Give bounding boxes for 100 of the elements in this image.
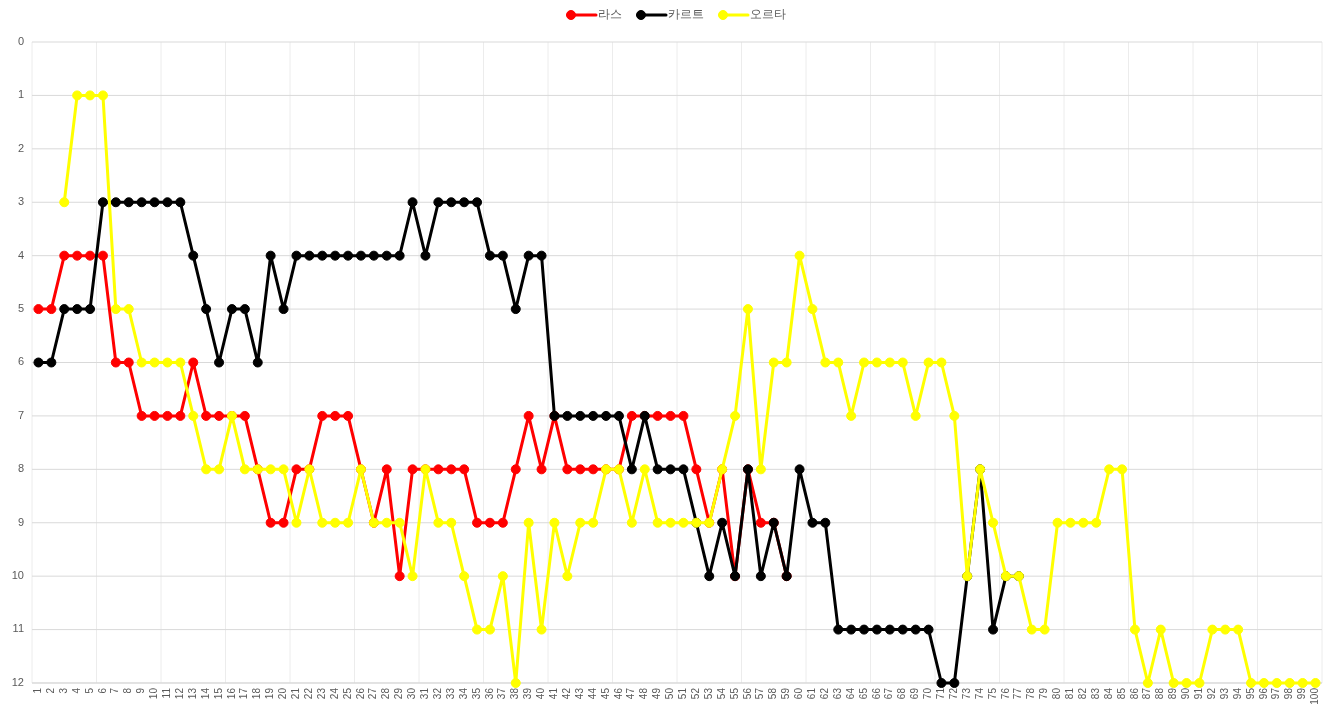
x-tick-label: 67 bbox=[883, 687, 895, 700]
x-tick-label: 28 bbox=[380, 687, 392, 700]
x-tick-label: 12 bbox=[173, 687, 185, 700]
x-tick-label: 39 bbox=[522, 687, 534, 700]
x-tick-label: 85 bbox=[1115, 687, 1127, 700]
x-tick-label: 57 bbox=[754, 687, 766, 700]
x-tick-label: 100 bbox=[1309, 687, 1321, 705]
x-tick-label: 97 bbox=[1270, 687, 1282, 700]
x-tick-label: 37 bbox=[496, 687, 508, 700]
x-tick-label: 71 bbox=[935, 687, 947, 700]
x-tick-label: 58 bbox=[767, 687, 779, 700]
x-tick-label: 99 bbox=[1296, 687, 1308, 700]
x-tick-label: 18 bbox=[251, 687, 263, 700]
x-tick-label: 1 bbox=[32, 687, 44, 694]
x-tick-label: 84 bbox=[1102, 687, 1114, 700]
x-tick-label: 19 bbox=[264, 687, 276, 700]
x-tick-label: 33 bbox=[444, 687, 456, 700]
x-tick-label: 2 bbox=[44, 687, 56, 694]
x-tick-label: 32 bbox=[431, 687, 443, 700]
x-tick-label: 95 bbox=[1244, 687, 1256, 700]
x-tick-label: 83 bbox=[1089, 687, 1101, 700]
legend-label: 카르트 bbox=[668, 7, 704, 22]
x-tick-label: 89 bbox=[1167, 687, 1179, 700]
x-tick-label: 54 bbox=[715, 687, 727, 700]
x-tick-label: 79 bbox=[1038, 687, 1050, 700]
x-tick-label: 24 bbox=[328, 687, 340, 700]
x-tick-label: 36 bbox=[483, 687, 495, 700]
x-tick-label: 93 bbox=[1218, 687, 1230, 700]
x-tick-label: 96 bbox=[1257, 687, 1269, 700]
x-tick-label: 21 bbox=[290, 687, 302, 700]
x-tick-label: 59 bbox=[780, 687, 792, 700]
x-tick-label: 73 bbox=[960, 687, 972, 700]
y-tick-label: 8 bbox=[17, 462, 24, 475]
y-tick-label: 5 bbox=[17, 301, 24, 314]
x-tick-label: 98 bbox=[1283, 687, 1295, 700]
x-tick-label: 40 bbox=[535, 687, 547, 700]
x-tick-label: 34 bbox=[457, 687, 469, 700]
x-tick-label: 52 bbox=[689, 687, 701, 700]
y-tick-label: 0 bbox=[17, 34, 24, 47]
x-tick-label: 31 bbox=[419, 687, 431, 700]
x-tick-label: 46 bbox=[612, 687, 624, 700]
x-tick-label: 25 bbox=[341, 687, 353, 700]
x-tick-label: 22 bbox=[302, 687, 314, 700]
x-tick-label: 45 bbox=[599, 687, 611, 700]
x-tick-label: 15 bbox=[212, 687, 224, 700]
x-tick-label: 50 bbox=[664, 687, 676, 700]
x-tick-label: 23 bbox=[315, 687, 327, 700]
x-tick-label: 68 bbox=[896, 687, 908, 700]
x-tick-label: 63 bbox=[831, 687, 843, 700]
x-tick-label: 38 bbox=[509, 687, 521, 700]
x-tick-label: 41 bbox=[548, 687, 560, 700]
y-tick-label: 3 bbox=[17, 195, 24, 208]
x-tick-label: 49 bbox=[651, 687, 663, 700]
legend-label: 오르타 bbox=[750, 7, 786, 22]
legend-label: 라스 bbox=[598, 7, 622, 22]
x-tick-label: 91 bbox=[1193, 687, 1205, 700]
y-tick-label: 7 bbox=[17, 408, 24, 421]
x-tick-label: 3 bbox=[57, 687, 69, 694]
x-tick-label: 44 bbox=[586, 687, 598, 700]
y-tick-label: 4 bbox=[17, 248, 24, 261]
x-tick-label: 60 bbox=[793, 687, 805, 700]
x-tick-label: 35 bbox=[470, 687, 482, 700]
x-tick-label: 27 bbox=[367, 687, 379, 700]
x-tick-label: 75 bbox=[986, 687, 998, 700]
x-tick-label: 9 bbox=[135, 687, 147, 694]
x-tick-label: 87 bbox=[1141, 687, 1153, 700]
x-tick-label: 8 bbox=[122, 687, 134, 694]
x-tick-label: 76 bbox=[999, 687, 1011, 700]
x-tick-label: 29 bbox=[393, 687, 405, 700]
x-tick-label: 7 bbox=[109, 687, 121, 694]
y-tick-label: 6 bbox=[17, 355, 24, 368]
x-tick-label: 94 bbox=[1231, 687, 1243, 700]
x-tick-label: 10 bbox=[148, 687, 160, 700]
x-tick-label: 70 bbox=[922, 687, 934, 700]
x-tick-label: 13 bbox=[186, 687, 198, 700]
x-tick-label: 90 bbox=[1180, 687, 1192, 700]
x-tick-label: 77 bbox=[1012, 687, 1024, 700]
x-tick-label: 80 bbox=[1051, 687, 1063, 700]
x-tick-label: 86 bbox=[1128, 687, 1140, 700]
x-tick-label: 42 bbox=[560, 687, 572, 700]
y-tick-label: 9 bbox=[17, 515, 24, 528]
x-tick-label: 92 bbox=[1205, 687, 1217, 700]
x-tick-label: 26 bbox=[354, 687, 366, 700]
x-tick-label: 82 bbox=[1076, 687, 1088, 700]
x-tick-label: 5 bbox=[83, 687, 95, 694]
y-tick-label: 10 bbox=[11, 569, 24, 582]
x-tick-label: 81 bbox=[1064, 687, 1076, 700]
x-tick-label: 66 bbox=[870, 687, 882, 700]
x-tick-label: 88 bbox=[1154, 687, 1166, 700]
x-tick-label: 20 bbox=[277, 687, 289, 700]
y-tick-label: 2 bbox=[17, 141, 24, 154]
x-tick-label: 4 bbox=[70, 687, 82, 694]
x-tick-label: 62 bbox=[818, 687, 830, 700]
y-tick-label: 1 bbox=[17, 88, 24, 101]
x-tick-label: 43 bbox=[573, 687, 585, 700]
x-tick-label: 51 bbox=[677, 687, 689, 700]
x-tick-label: 14 bbox=[199, 687, 211, 700]
x-tick-label: 47 bbox=[625, 687, 637, 700]
x-tick-label: 11 bbox=[161, 687, 173, 699]
x-tick-label: 56 bbox=[741, 687, 753, 700]
